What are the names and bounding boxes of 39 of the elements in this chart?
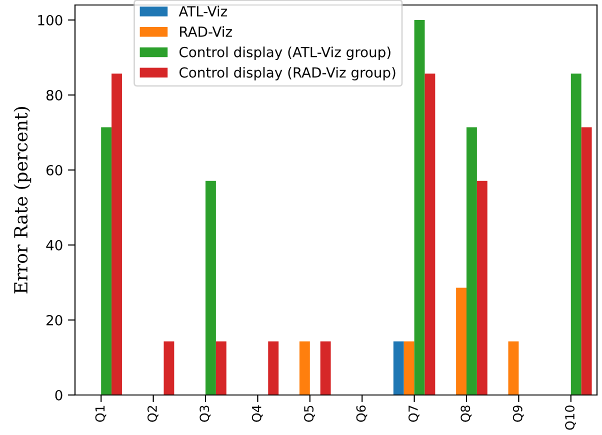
- x-tick-label: Q5: [304, 406, 315, 422]
- bar: [164, 341, 174, 395]
- x-tick-label: Q2: [147, 406, 158, 422]
- y-axis-title: Error Rate (percent): [14, 107, 32, 294]
- bar: [268, 341, 279, 395]
- y-tick-label: 40: [46, 240, 62, 250]
- bar: [508, 341, 519, 395]
- bar: [581, 127, 592, 395]
- bar: [320, 341, 331, 395]
- legend-label: Control display (ATL-Viz group): [179, 46, 390, 60]
- x-tick-label: Q6: [356, 406, 368, 422]
- x-tick-label: Q1: [95, 406, 106, 422]
- bar: [476, 180, 488, 395]
- bar: [216, 341, 226, 395]
- bar: [570, 74, 582, 395]
- x-tick-label: Q3: [200, 406, 211, 422]
- legend-label: RAD-Viz: [180, 26, 232, 37]
- bar: [101, 127, 112, 395]
- bar: [404, 341, 414, 395]
- y-tick-label: 0: [55, 390, 62, 400]
- legend-label: ATL-Viz: [178, 6, 228, 16]
- bar: [414, 20, 425, 395]
- bar: [466, 127, 477, 395]
- bar: [456, 288, 466, 395]
- y-tick-label: 20: [46, 314, 62, 326]
- y-tick-label: 60: [46, 164, 62, 176]
- bar: [424, 74, 436, 395]
- x-tick-label: Q4: [252, 405, 263, 422]
- bar: [299, 341, 310, 395]
- legend-label: Control display (RAD-Viz group): [179, 66, 396, 80]
- y-tick-label: 80: [46, 90, 62, 100]
- x-tick-label: Q8: [460, 406, 472, 422]
- bar: [206, 180, 216, 395]
- x-tick-label: Q9: [512, 406, 524, 422]
- bar: [393, 341, 404, 395]
- bar: [112, 74, 122, 395]
- x-tick-label: Q10: [565, 406, 576, 430]
- x-tick-label: Q7: [408, 406, 420, 422]
- y-tick-label: 100: [38, 14, 62, 26]
